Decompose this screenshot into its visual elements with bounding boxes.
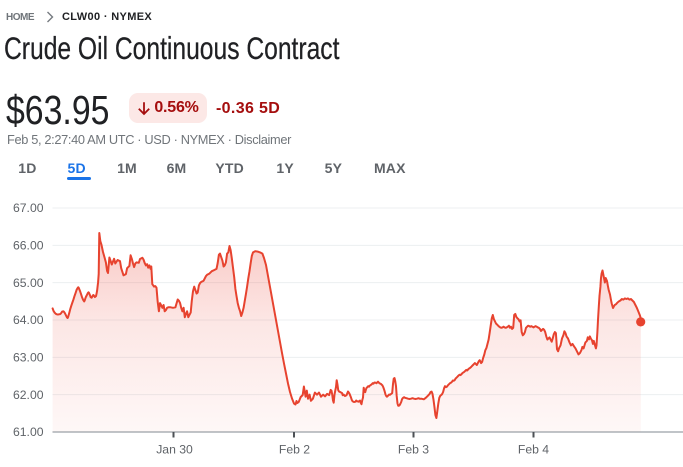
svg-text:Feb 3: Feb 3 <box>398 443 429 457</box>
svg-text:65.00: 65.00 <box>13 276 44 290</box>
svg-text:64.00: 64.00 <box>13 313 44 327</box>
svg-text:62.00: 62.00 <box>13 388 44 402</box>
svg-text:66.00: 66.00 <box>13 239 44 253</box>
svg-text:Feb 4: Feb 4 <box>518 443 549 457</box>
svg-text:Feb 2: Feb 2 <box>279 443 310 457</box>
svg-text:67.00: 67.00 <box>13 201 44 215</box>
svg-text:63.00: 63.00 <box>13 351 44 365</box>
svg-text:61.00: 61.00 <box>13 425 44 439</box>
svg-text:Jan 30: Jan 30 <box>156 443 193 457</box>
